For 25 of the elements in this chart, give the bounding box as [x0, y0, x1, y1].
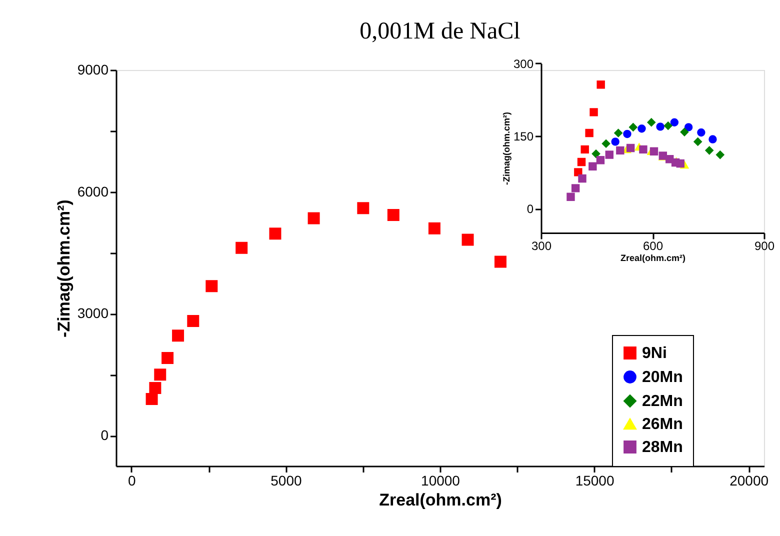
y-tick-label: 3000 — [77, 305, 109, 322]
x-tick-label: 900 — [754, 239, 775, 254]
legend-label: 20Mn — [642, 369, 683, 386]
x-axis-title: Zreal(ohm.cm²) — [379, 490, 502, 510]
legend-label: 9Ni — [642, 345, 667, 362]
y-axis-title: -Zimag(ohm.cm²) — [54, 200, 74, 338]
x-tick-label: 300 — [531, 239, 552, 254]
y-axis-title: -Zimag(ohm.cm²) — [501, 112, 512, 185]
x-tick-label: 10000 — [421, 472, 460, 488]
legend-label: 22Mn — [642, 393, 683, 410]
chart-title: 0,001M de NaCl — [360, 18, 521, 44]
legend-label: 26Mn — [642, 416, 683, 433]
x-tick-label: 5000 — [270, 472, 302, 488]
y-tick-label: 300 — [513, 56, 534, 71]
y-tick-label: 6000 — [77, 183, 109, 200]
x-tick-label: 600 — [642, 239, 664, 254]
x-tick-label: 15000 — [575, 472, 614, 488]
legend-label: 28Mn — [642, 439, 683, 456]
y-tick-label: 0 — [526, 202, 534, 216]
y-tick-label: 150 — [513, 129, 534, 144]
y-tick-label: 0 — [100, 427, 109, 444]
y-tick-label: 9000 — [77, 62, 109, 78]
x-tick-label: 20000 — [730, 472, 769, 488]
x-axis-title: Zreal(ohm.cm²) — [620, 253, 686, 264]
x-tick-label: 0 — [128, 472, 136, 488]
